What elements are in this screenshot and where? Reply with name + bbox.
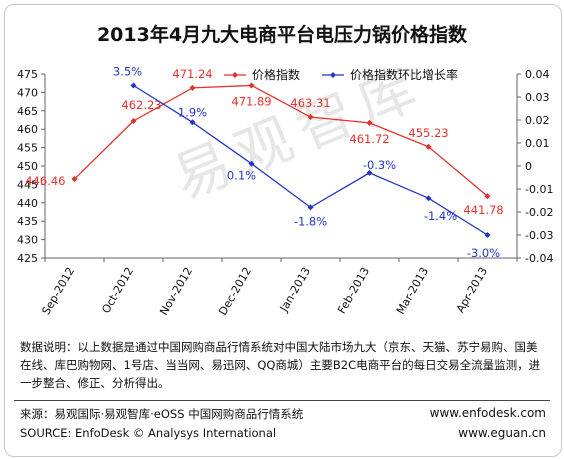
x-tick-label: Apr-2013 bbox=[454, 265, 490, 315]
legend-marker bbox=[232, 72, 238, 78]
data-point bbox=[130, 117, 137, 124]
data-point bbox=[366, 119, 373, 126]
data-label: 471.24 bbox=[172, 67, 212, 81]
right-tick-label: 0.02 bbox=[525, 114, 550, 127]
data-label: 446.46 bbox=[25, 174, 65, 188]
left-tick-label: 475 bbox=[17, 68, 38, 81]
chart-frame bbox=[4, 4, 562, 457]
right-tick-label: 0.04 bbox=[525, 68, 550, 81]
left-tick-label: 465 bbox=[17, 105, 38, 118]
data-point bbox=[484, 193, 491, 200]
x-tick-label: Feb-2013 bbox=[335, 265, 372, 316]
data-note: 数据说明：以上数据是通过中国网购商品行情系统对中国大陆市场九大（京东、天猫、苏宁… bbox=[20, 340, 541, 390]
x-tick-label: Mar-2013 bbox=[394, 265, 431, 317]
series-line bbox=[74, 84, 488, 197]
right-tick-label: 0.03 bbox=[525, 91, 550, 104]
url-eguan: www.eguan.cn bbox=[458, 426, 546, 440]
data-label: -1.8% bbox=[294, 214, 327, 228]
data-point bbox=[307, 114, 314, 121]
data-label: -3.0% bbox=[467, 246, 500, 260]
x-tick-label: Dec-2012 bbox=[216, 265, 254, 318]
left-tick-label: 470 bbox=[17, 86, 38, 99]
left-tick-label: 425 bbox=[17, 252, 38, 265]
x-tick-label: Nov-2012 bbox=[157, 265, 195, 318]
x-tick-label: Sep-2012 bbox=[39, 265, 77, 317]
legend-marker bbox=[330, 72, 336, 78]
left-tick-label: 435 bbox=[17, 215, 38, 228]
data-point bbox=[189, 84, 196, 91]
data-point bbox=[307, 204, 314, 211]
x-tick-label: Oct-2012 bbox=[99, 265, 136, 316]
data-label: 3.5% bbox=[113, 65, 142, 79]
data-label: 0.1% bbox=[227, 169, 256, 183]
footer-divider bbox=[14, 400, 550, 401]
data-label: 462.23 bbox=[121, 98, 161, 112]
data-label: -1.4% bbox=[424, 209, 457, 223]
left-tick-label: 450 bbox=[17, 160, 38, 173]
source-en: SOURCE: EnfoDesk © Analysys Internationa… bbox=[20, 426, 277, 440]
legend-label: 价格指数 bbox=[252, 67, 300, 82]
data-label: 1.9% bbox=[178, 105, 207, 119]
right-tick-label: -0.04 bbox=[525, 252, 553, 265]
data-point bbox=[189, 119, 196, 126]
left-tick-label: 430 bbox=[17, 234, 38, 247]
right-tick-label: 0 bbox=[525, 160, 532, 173]
right-tick-label: -0.03 bbox=[525, 229, 553, 242]
data-label: 463.31 bbox=[290, 96, 330, 110]
data-point bbox=[484, 232, 491, 238]
data-label: 471.89 bbox=[231, 94, 271, 108]
chart-title: 2013年4月九大电商平台电压力锅价格指数 bbox=[96, 24, 468, 46]
line-chart: 425 430 435 440 445 450 455 460 465 470 475 0.04 0.0… bbox=[17, 65, 553, 318]
data-point bbox=[425, 195, 432, 202]
left-tick-label: 445 bbox=[17, 178, 38, 191]
right-tick-label: -0.01 bbox=[525, 183, 553, 196]
left-tick-label: 455 bbox=[17, 142, 38, 155]
data-point bbox=[248, 82, 255, 89]
data-point bbox=[425, 143, 432, 150]
left-tick-label: 460 bbox=[17, 123, 38, 136]
url-enfodesk: www.enfodesk.com bbox=[429, 406, 546, 420]
data-point bbox=[130, 82, 137, 89]
left-tick-label: 440 bbox=[17, 197, 38, 210]
data-label: 441.78 bbox=[463, 203, 503, 217]
data-point bbox=[248, 160, 255, 167]
x-tick-label: Jan-2013 bbox=[277, 265, 313, 315]
data-label: 455.23 bbox=[408, 126, 448, 140]
right-tick-label: 0.01 bbox=[525, 137, 550, 150]
data-label: -0.3% bbox=[363, 158, 396, 172]
right-tick-label: -0.02 bbox=[525, 206, 553, 219]
source-cn: 来源：易观国际·易观智库·eOSS 中国网购商品行情系统 bbox=[20, 407, 304, 421]
data-label: 461.72 bbox=[349, 132, 389, 146]
data-point bbox=[366, 169, 373, 176]
legend-label: 价格指数环比增长率 bbox=[350, 67, 458, 82]
data-point bbox=[71, 176, 78, 183]
